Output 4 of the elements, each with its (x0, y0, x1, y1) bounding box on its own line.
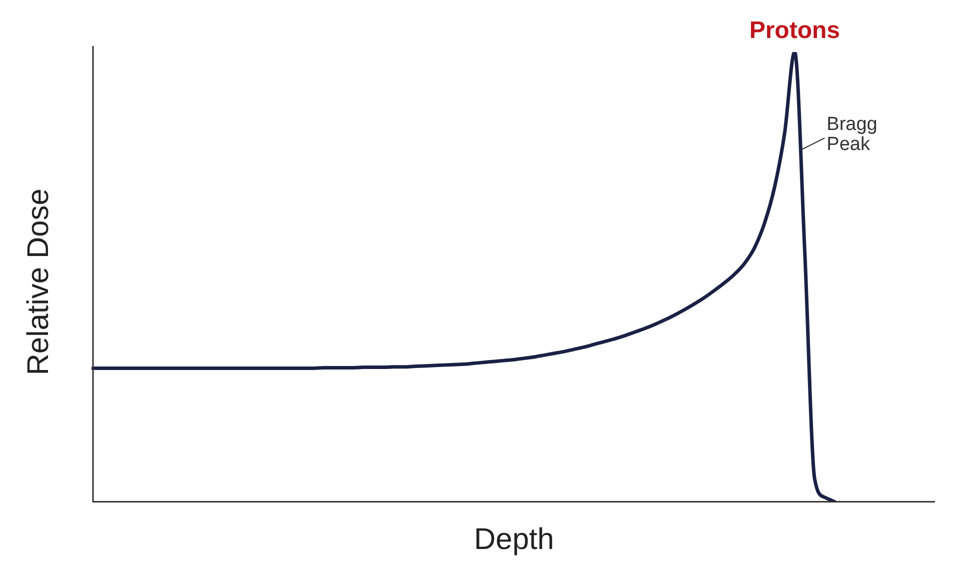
x-axis-title: Depth (474, 523, 554, 556)
annotation: Bragg Peak (826, 114, 878, 155)
text: Protons (749, 17, 840, 44)
y-axis-title: Relative Dose (22, 188, 55, 376)
